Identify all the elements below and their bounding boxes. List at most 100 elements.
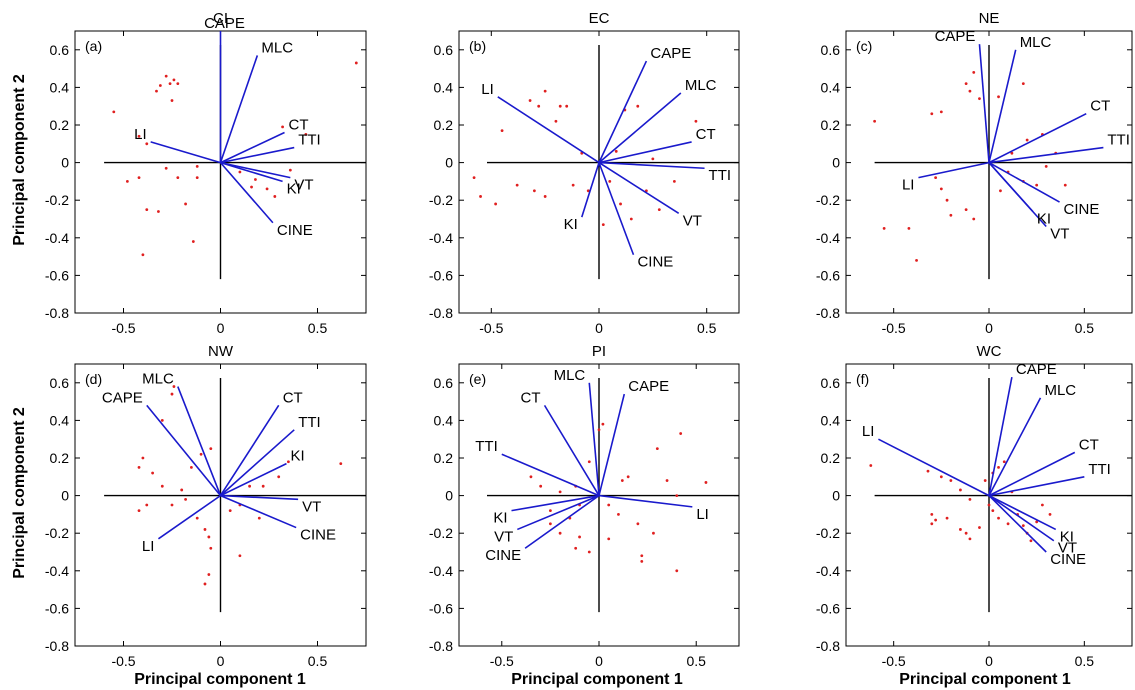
x-tick-label: 0 xyxy=(595,320,603,336)
vector-label: CAPE xyxy=(1016,361,1057,378)
x-tick-label: 0.5 xyxy=(308,653,328,669)
vector-label: CINE xyxy=(485,547,521,564)
y-tick-label: -0.2 xyxy=(429,192,453,208)
loading-vector-cine xyxy=(598,162,635,256)
panel-title: WC xyxy=(977,343,1002,360)
vector-label: MLC xyxy=(1044,382,1076,399)
x-tick-label: -0.5 xyxy=(111,653,135,669)
data-point xyxy=(199,452,203,456)
panel-title: NW xyxy=(208,343,234,360)
data-point xyxy=(626,475,630,479)
data-point xyxy=(939,187,943,191)
data-point xyxy=(558,104,562,108)
data-point xyxy=(939,475,943,479)
y-tick-label: -0.6 xyxy=(45,267,69,283)
vector-label: CT xyxy=(1090,98,1110,115)
data-point xyxy=(1006,522,1010,526)
loading-vector-li xyxy=(497,96,600,164)
data-point xyxy=(160,419,164,422)
panel-pi: -0.8 -0.6 -0.4 -0.2 0 0.2 0.4 0.6 -0.5 0 0.5 MLC CAP… xyxy=(429,343,740,669)
data-point xyxy=(207,573,211,576)
data-point xyxy=(155,89,158,93)
data-point xyxy=(930,513,934,516)
data-point xyxy=(532,189,536,193)
vector-label: LI xyxy=(142,538,155,555)
data-point xyxy=(651,157,655,161)
data-point xyxy=(145,208,149,212)
data-point xyxy=(195,164,199,168)
data-point xyxy=(548,509,552,513)
y-tick-label: 0.4 xyxy=(821,79,841,95)
data-point xyxy=(558,490,562,494)
loading-vector-li xyxy=(598,494,693,508)
loading-vector-tti xyxy=(988,476,1085,497)
data-point xyxy=(537,104,541,108)
x-tick-label: 0.5 xyxy=(1075,653,1095,669)
data-point xyxy=(972,217,976,221)
data-point xyxy=(619,202,622,206)
panel-letter: (b) xyxy=(469,38,486,54)
panel-letter: (f) xyxy=(856,371,869,387)
data-point xyxy=(160,484,164,488)
panel-ec: -0.8 -0.6 -0.4 -0.2 0 0.2 0.4 0.6 -0.5 0 0.5 CAPE ML… xyxy=(429,10,740,336)
data-point xyxy=(907,227,911,230)
y-tick-label: -0.2 xyxy=(816,525,840,541)
panel-title: CI xyxy=(213,10,228,27)
data-point xyxy=(158,84,162,87)
data-point xyxy=(629,217,633,221)
vector-label: CT xyxy=(289,117,309,134)
vector-label: TTI xyxy=(298,132,321,149)
data-point xyxy=(597,428,601,432)
x-tick-label: 0 xyxy=(985,320,993,336)
loading-vector-ct xyxy=(220,131,285,164)
vector-label: CAPE xyxy=(204,15,245,32)
data-point xyxy=(959,488,962,492)
loading-vector-mlc xyxy=(598,92,682,164)
data-point xyxy=(565,104,569,108)
data-point xyxy=(288,168,292,172)
x-tick-label: 0.5 xyxy=(697,320,717,336)
y-tick-label: -0.4 xyxy=(429,563,453,579)
y-tick-label: 0 xyxy=(832,155,840,171)
data-point xyxy=(170,392,174,396)
vector-label: VT xyxy=(302,498,321,515)
y-tick-label: -0.4 xyxy=(816,563,840,579)
data-point xyxy=(168,82,172,86)
vector-label: LI xyxy=(902,177,915,194)
x-tick-label: 0 xyxy=(985,653,993,669)
data-point xyxy=(934,176,938,180)
loading-vector-ki xyxy=(220,462,287,497)
data-point xyxy=(339,462,343,466)
loading-vector-cine xyxy=(988,495,1047,553)
y-tick-label: 0.4 xyxy=(434,412,454,428)
vector-label: MLC xyxy=(142,371,174,388)
loading-vector-cine xyxy=(219,162,274,224)
data-point xyxy=(207,535,211,539)
vector-label: KI xyxy=(287,180,301,197)
data-point xyxy=(172,78,176,82)
data-point xyxy=(617,513,620,516)
data-point xyxy=(587,460,591,464)
data-point xyxy=(304,133,308,136)
data-point xyxy=(184,202,187,206)
data-point xyxy=(1063,183,1067,187)
data-point xyxy=(281,125,284,129)
vector-label: VT xyxy=(294,177,313,194)
data-point xyxy=(479,195,482,198)
vector-label: TTI xyxy=(709,167,732,184)
vector-label: CINE xyxy=(1064,201,1100,218)
data-point xyxy=(652,531,655,535)
vector-label: CINE xyxy=(1050,551,1086,568)
y-tick-label: 0.6 xyxy=(434,375,454,391)
loading-vector-cape xyxy=(598,60,648,163)
loading-vector-ct xyxy=(219,404,280,497)
data-point xyxy=(620,479,624,482)
y-tick-label: -0.6 xyxy=(816,600,840,616)
data-point xyxy=(972,70,976,74)
data-point xyxy=(675,494,679,497)
data-point xyxy=(277,475,281,479)
vector-label: VT xyxy=(494,528,513,545)
y-tick-label: -0.6 xyxy=(429,600,453,616)
data-point xyxy=(195,516,199,520)
data-point xyxy=(959,528,962,531)
